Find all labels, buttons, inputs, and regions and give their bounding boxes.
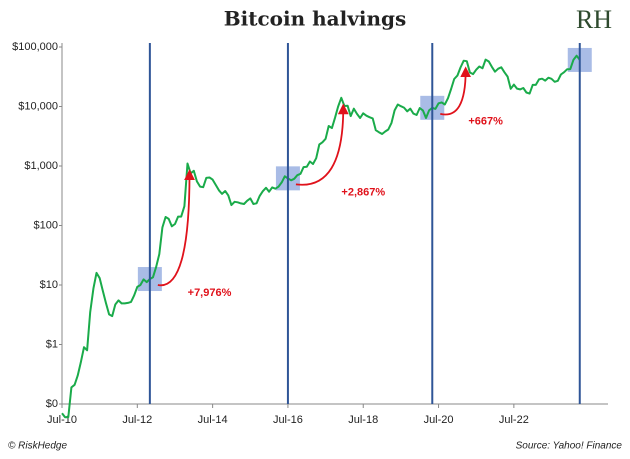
y-tick-label: $1,000 xyxy=(24,160,58,172)
x-tick-label: Jul-20 xyxy=(424,414,454,426)
y-tick-label: $0 xyxy=(46,398,58,410)
annotation-arrow xyxy=(295,103,349,186)
x-tick-label: Jul-18 xyxy=(348,414,378,426)
y-tick-label: $10,000 xyxy=(18,100,58,112)
x-tick-label: Jul-14 xyxy=(198,414,228,426)
annotation-arrow xyxy=(440,66,472,116)
x-tick-label: Jul-10 xyxy=(47,414,77,426)
source: Source: Yahoo! Finance xyxy=(516,441,623,452)
y-tick-label: $10 xyxy=(40,279,58,291)
annotation-arrow xyxy=(157,169,195,287)
logo: RH xyxy=(576,5,612,34)
chart-title: Bitcoin halvings xyxy=(224,7,406,31)
x-tick-label: Jul-22 xyxy=(499,414,529,426)
annotation-label: +2,867% xyxy=(341,186,385,198)
annotation-label: +667% xyxy=(468,116,503,128)
price-line xyxy=(61,54,581,419)
credit: © RiskHedge xyxy=(8,441,67,452)
x-tick-label: Jul-16 xyxy=(273,414,303,426)
x-tick-label: Jul-12 xyxy=(122,414,152,426)
y-tick-label: $100 xyxy=(34,219,58,231)
y-tick-label: $100,000 xyxy=(12,41,58,53)
annotation-label: +7,976% xyxy=(188,287,232,299)
y-tick-label: $1 xyxy=(46,338,58,350)
